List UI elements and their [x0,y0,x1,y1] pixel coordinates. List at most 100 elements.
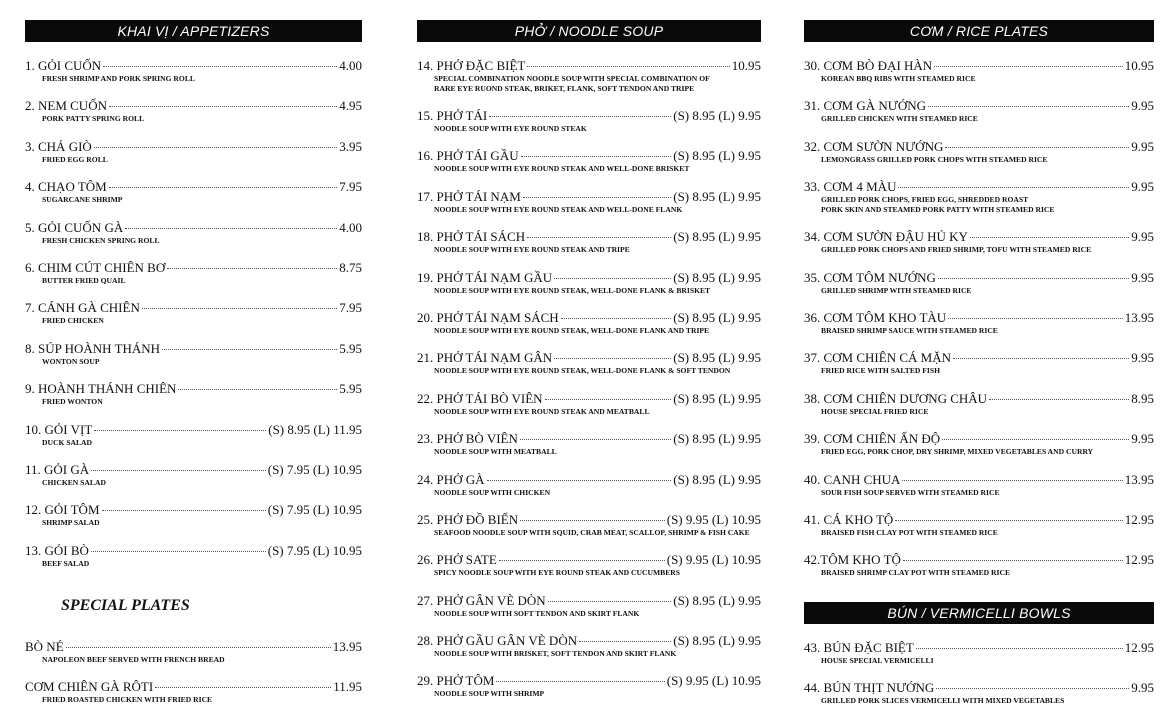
item-price: 4.95 [339,98,362,114]
item-price: (S) 7.95 (L) 10.95 [267,542,362,558]
menu-item: 38. CƠM CHIÊN DƯƠNG CHÂU 8.95 HOUSE SPECIA… [804,391,1154,431]
dot-leader [178,389,338,391]
dot-leader [520,156,672,158]
item-description: GRILLED PORK CHOPS, FRIED EGG, SHREDDED … [821,195,1055,215]
item-description: BRAISED FISH CLAY POT WITH STEAMED RICE [821,527,998,537]
item-description: NOODLE SOUP WITH EYE ROUND STEAK AND WEL… [434,164,690,174]
dot-leader [155,687,332,689]
appetizers-column: KHAI VỊ / APPETIZERS 1. GỎI CUỐN 4.00 FRESH… [25,20,362,720]
dot-leader [522,196,672,198]
menu-item: 39. CƠM CHIÊN ẤN ĐỘ 9.95 FRIED EGG, PORK C… [804,431,1154,471]
menu-item: 28. PHỞ GẦU GÂN VÈ DÒN (S) 8.95 (L) 9.95 N… [417,633,761,673]
item-description: FRIED ROASTED CHICKEN WITH FRIED RICE [42,695,213,705]
menu-item-line: 23. PHỞ BÒ VIÊN (S) 8.95 (L) 9.95 [417,431,761,446]
menu-item-line: 17. PHỞ TÁI NẠM (S) 8.95 (L) 9.95 [417,189,761,204]
item-price: (S) 8.95 (L) 9.95 [673,148,761,164]
menu-item-line: 1. GỎI CUỐN 4.00 [25,58,362,73]
section-header: CƠM / RICE PLATES [804,20,1154,42]
item-price: 4.00 [339,219,362,235]
dot-leader [486,479,672,481]
item-name: 12. GỎI TÔM [25,502,100,518]
item-price: (S) 8.95 (L) 9.95 [673,309,761,325]
item-description: NOODLE SOUP WITH EYE ROUND STEAK AND TRI… [434,245,630,255]
item-description: GRILLED PORK SLICES VERMICELLI WITH MIXE… [821,696,1065,706]
item-price: 7.95 [339,300,362,316]
item-price: (S) 8.95 (L) 9.95 [673,269,761,285]
dot-leader [969,237,1130,239]
item-description: SOUR FISH SOUP SERVED WITH STEAMED RICE [821,487,1000,497]
menu-item-line: 44. BÚN THỊT NƯỚNG 9.95 [804,680,1154,695]
item-price: 13.95 [1124,471,1154,487]
item-price: 8.95 [1131,390,1154,406]
item-price: 11.95 [333,679,362,695]
item-name: 16. PHỞ TÁI GẦU [417,148,519,164]
item-price: 3.95 [339,138,362,154]
dot-leader [952,358,1130,360]
menu-item: 34. CƠM SƯỜN ĐẬU HỦ KY 9.95 GRILLED PORK C… [804,229,1154,269]
item-price: (S) 8.95 (L) 9.95 [673,188,761,204]
item-price: 9.95 [1131,350,1154,366]
section-header: KHAI VỊ / APPETIZERS [25,20,362,42]
dot-leader [544,398,672,400]
menu-item: 23. PHỞ BÒ VIÊN (S) 8.95 (L) 9.95 NOODLE S… [417,431,761,471]
item-description: NOODLE SOUP WITH EYE ROUND STEAK [434,124,587,133]
item-price: 12.95 [1124,552,1154,568]
menu-list: 30. CƠM BÒ ĐẠI HÀN 10.95 KOREAN BBQ RIBS W… [804,58,1154,593]
item-price: 5.95 [339,381,362,397]
item-description: BRAISED SHRIMP CLAY POT WITH STEAMED RIC… [821,568,1011,578]
menu-item-line: 34. CƠM SƯỜN ĐẬU HỦ KY 9.95 [804,229,1154,244]
menu-item: 19. PHỞ TÁI NẠM GẦU (S) 8.95 (L) 9.95 NOOD… [417,270,761,310]
dot-leader [108,187,338,189]
item-description: NOODLE SOUP WITH CHICKEN [434,487,551,497]
menu-item: 44. BÚN THỊT NƯỚNG 9.95 GRILLED PORK SLICE… [804,680,1154,720]
item-price: 10.95 [1124,58,1154,73]
item-description: FRIED EGG ROLL [42,154,108,164]
item-description: PORK PATTY SPRING ROLL [42,114,145,124]
menu-item: 27. PHỞ GÂN VÈ DÒN (S) 8.95 (L) 9.95 NOODL… [417,593,761,633]
section-header: BÚN / VERMICELLI BOWLS [804,601,1154,624]
item-price: 13.95 [1124,309,1154,325]
item-name: 30. CƠM BÒ ĐẠI HÀN [804,58,933,73]
menu-item-line: 19. PHỞ TÁI NẠM GẦU (S) 8.95 (L) 9.95 [417,270,761,285]
special-plates-heading: SPECIAL PLATES [61,597,190,615]
dot-leader [489,116,672,117]
item-price: 9.95 [1131,229,1154,245]
item-name: 31. CƠM GÀ NƯỚNG [804,98,927,114]
item-price: 5.95 [339,340,362,356]
item-name: 21. PHỞ TÁI NẠM GÂN [417,350,553,366]
menu-item-line: 28. PHỞ GẦU GÂN VÈ DÒN (S) 8.95 (L) 9.95 [417,633,761,648]
menu-item: 22. PHỞ TÁI BÒ VIÊN (S) 8.95 (L) 9.95 NOOD… [417,391,761,431]
item-description: NOODLE SOUP WITH MEATBALL [434,447,557,457]
dot-leader [519,439,672,441]
menu-item: 18. PHỞ TÁI SÁCH (S) 8.95 (L) 9.95 NOODLE … [417,229,761,269]
item-description: CHICKEN SALAD [42,477,106,487]
menu-item-line: 21. PHỞ TÁI NẠM GÂN (S) 8.95 (L) 9.95 [417,350,761,365]
item-description: SPICY NOODLE SOUP WITH EYE ROUND STEAK A… [434,568,680,578]
item-name: 10. GỎI VỊT [25,421,93,437]
item-name: 22. PHỞ TÁI BÒ VIÊN [417,390,543,406]
dot-leader [554,358,672,360]
item-price: 9.95 [1131,138,1154,154]
item-description: LEMONGRASS GRILLED PORK CHOPS WITH STEAM… [821,154,1048,164]
menu-item: 32. CƠM SƯỜN NƯỚNG 9.95 LEMONGRASS GRILLED… [804,139,1154,179]
item-price: (S) 8.95 (L) 9.95 [673,390,761,406]
item-description: FRESH SHRIMP AND PORK SPRING ROLL [42,74,195,83]
menu-item: 15. PHỞ TÁI (S) 8.95 (L) 9.95 NOODLE SOUP … [417,108,761,148]
item-description: GRILLED CHICKEN WITH STEAMED RICE [821,114,978,124]
menu-item-line: CƠM CHIÊN GÀ RÔTI 11.95 [25,679,362,694]
menu-item-line: 4. CHẠO TÔM 7.95 [25,179,362,194]
item-name: 11. GỎI GÀ [25,461,90,477]
menu-item: 20. PHỞ TÁI NẠM SÁCH (S) 8.95 (L) 9.95 NOO… [417,310,761,350]
menu-item-line: 43. BÚN ĐẶC BIỆT 12.95 [804,640,1154,655]
dot-leader [937,277,1130,279]
dot-leader [945,146,1130,148]
item-name: 39. CƠM CHIÊN ẤN ĐỘ [804,431,941,447]
dot-leader [93,146,338,148]
item-name: 26. PHỞ SATE [417,552,497,568]
menu-item-line: 32. CƠM SƯỜN NƯỚNG 9.95 [804,139,1154,154]
item-description: HOUSE SPECIAL VERMICELLI [821,655,934,665]
menu-item-line: 6. CHIM CÚT CHIÊN BƠ 8.75 [25,260,362,275]
item-name: 33. CƠM 4 MÀU [804,179,897,195]
item-name: 23. PHỞ BÒ VIÊN [417,431,518,447]
section-header: PHỞ / NOODLE SOUP [417,20,761,42]
